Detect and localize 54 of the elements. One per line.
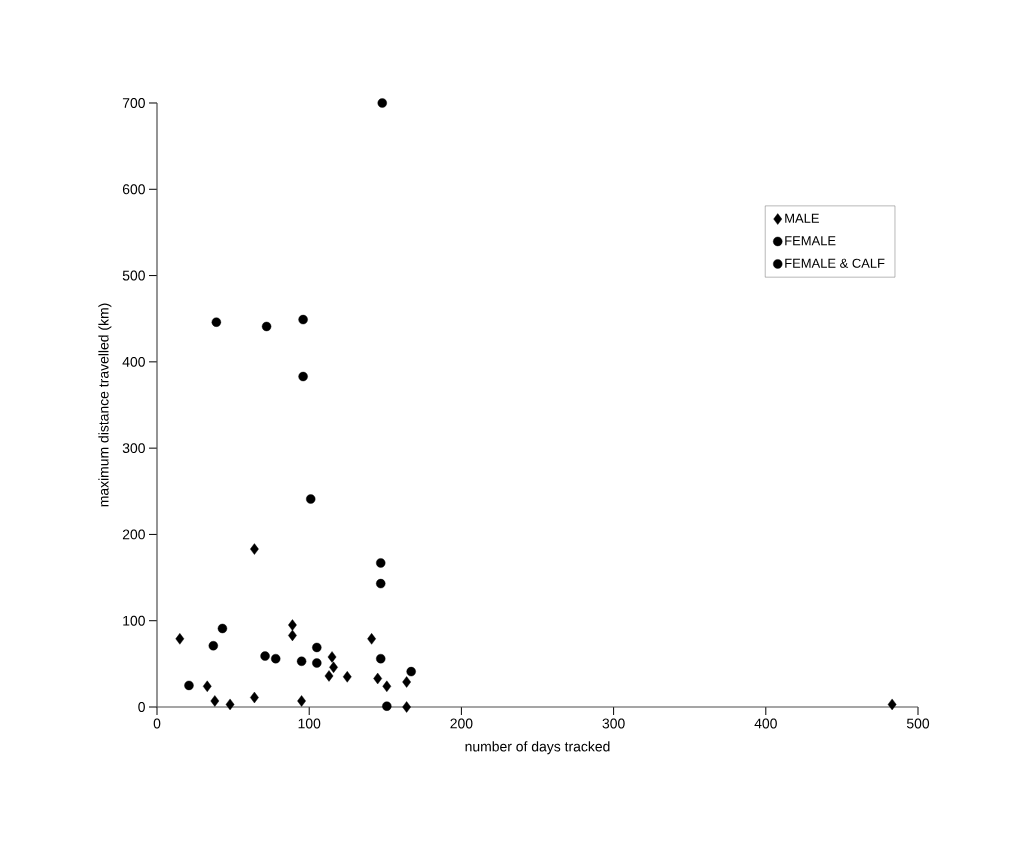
y-tick-label: 100 xyxy=(123,615,145,626)
y-tick-label: 500 xyxy=(122,270,145,281)
point xyxy=(298,371,308,382)
x-tick-label: 200 xyxy=(450,718,473,729)
point xyxy=(402,676,411,688)
point xyxy=(298,314,308,325)
point xyxy=(175,633,185,645)
y-tick-label: 0 xyxy=(138,702,145,712)
point xyxy=(376,558,386,568)
point xyxy=(382,680,392,692)
point xyxy=(373,672,383,685)
point xyxy=(296,656,307,666)
point xyxy=(306,494,316,504)
legend-label: MALE xyxy=(785,213,819,223)
point xyxy=(376,653,386,664)
y-tick-label: 600 xyxy=(122,184,145,195)
point xyxy=(324,670,334,682)
legend-label: FEMALE xyxy=(785,236,836,246)
point xyxy=(288,619,297,631)
x-tick-label: 300 xyxy=(602,718,625,729)
point xyxy=(327,651,337,663)
y-tick-label: 200 xyxy=(122,529,145,540)
point xyxy=(376,578,386,589)
point xyxy=(887,698,897,711)
point xyxy=(312,642,322,653)
x-axis-title: number of days tracked xyxy=(465,741,610,755)
point xyxy=(210,695,220,707)
x-tick-label: 500 xyxy=(906,718,930,729)
point xyxy=(342,671,352,683)
point xyxy=(367,633,376,645)
y-tick-label: 700 xyxy=(122,98,145,108)
point xyxy=(402,701,411,713)
point xyxy=(217,623,228,634)
x-tick-label: 100 xyxy=(298,718,321,729)
point xyxy=(382,701,392,711)
point xyxy=(260,651,270,661)
point xyxy=(202,680,212,692)
point xyxy=(261,321,272,332)
x-tick-label: 0 xyxy=(153,718,161,729)
y-axis-title: maximum distance travelled (km) xyxy=(98,303,112,507)
point xyxy=(184,680,194,691)
y-tick-label: 400 xyxy=(122,356,145,367)
point xyxy=(208,641,219,651)
point xyxy=(211,317,222,327)
point xyxy=(297,695,306,707)
point xyxy=(225,698,235,711)
point xyxy=(406,666,416,677)
point xyxy=(377,98,387,108)
point xyxy=(250,543,259,555)
y-tick-label: 300 xyxy=(122,443,145,454)
point xyxy=(271,653,281,664)
point xyxy=(312,658,322,668)
legend-label: FEMALE & CALF xyxy=(785,258,885,268)
x-tick-label: 400 xyxy=(754,718,777,729)
